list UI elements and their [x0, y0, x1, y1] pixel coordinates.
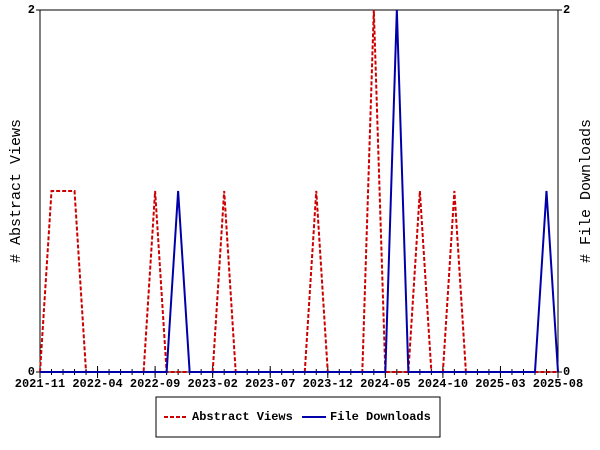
- legend-label: Abstract Views: [192, 410, 293, 424]
- series-line: [40, 9, 559, 373]
- x-tick-label: 2021-11: [15, 377, 65, 391]
- y-tick-label: 0: [28, 365, 35, 379]
- x-tick-label: 2023-07: [245, 377, 295, 391]
- plot-frame: [39, 9, 559, 373]
- legend-label: File Downloads: [330, 410, 431, 424]
- x-tick-label: 2025-03: [475, 377, 525, 391]
- series-line: [39, 9, 558, 373]
- y2-tick-label: 0: [563, 365, 570, 379]
- x-tick-label: 2023-12: [303, 377, 353, 391]
- y2-tick-label: 2: [563, 3, 570, 17]
- x-tick-label: 2025-08: [533, 377, 583, 391]
- y2-axis-title: # File Downloads: [578, 119, 595, 263]
- x-tick-label: 2022-04: [72, 377, 122, 391]
- x-tick-label: 2023-02: [187, 377, 237, 391]
- legend: [155, 396, 441, 438]
- x-tick-label: 2024-05: [360, 377, 410, 391]
- x-tick-label: 2024-10: [418, 377, 468, 391]
- y-axis-title: # Abstract Views: [8, 119, 25, 263]
- x-tick-label: 2022-09: [130, 377, 180, 391]
- y-tick-label: 2: [28, 3, 35, 17]
